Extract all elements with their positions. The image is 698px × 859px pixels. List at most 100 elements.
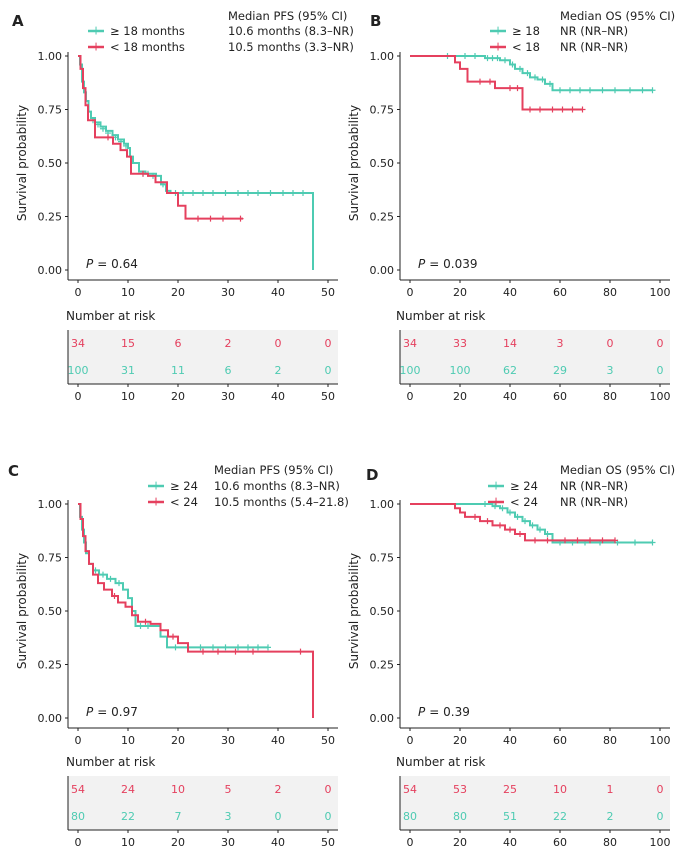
censor-mark — [195, 215, 201, 222]
risk-count: 34 — [403, 337, 417, 350]
censor-mark — [100, 571, 106, 578]
censor-mark — [544, 530, 551, 537]
legend-series-median: NR (NR–NR) — [560, 495, 628, 509]
censor-mark — [137, 622, 144, 629]
x-tick-label: 40 — [503, 734, 517, 747]
censor-mark — [499, 505, 506, 512]
risk-x-tick-label: 80 — [603, 390, 617, 403]
y-tick-label: 0.75 — [370, 552, 395, 565]
risk-count: 0 — [325, 337, 332, 350]
legend-swatch-censor: + — [91, 24, 101, 38]
p-value-text: = 0.64 — [97, 257, 138, 271]
risk-x-tick-label: 20 — [453, 836, 467, 849]
censor-mark — [235, 189, 241, 196]
x-tick-label: 60 — [553, 286, 567, 299]
panel-a: A Median PFS (95% CI) + ≥ 18 months 10.6 mon… — [12, 9, 354, 403]
y-axis-label: Survival probability — [15, 553, 29, 669]
risk-count: 3 — [225, 810, 232, 823]
legend-swatch-censor: + — [91, 40, 101, 54]
km-curve-teal — [410, 503, 653, 544]
legend-series-median: NR (NR–NR) — [560, 479, 628, 493]
p-value: P = 0.39 — [418, 705, 470, 719]
y-tick-label: 1.00 — [38, 50, 63, 63]
legend-series-name: ≥ 18 months — [110, 24, 185, 38]
censor-mark — [579, 106, 586, 113]
risk-x-tick-label: 40 — [503, 390, 517, 403]
censor-mark — [497, 522, 503, 529]
km-curve-teal — [78, 503, 268, 649]
risk-table-background — [400, 330, 670, 384]
x-tick-label: 40 — [271, 286, 285, 299]
censor-mark — [639, 87, 646, 94]
risk-count: 53 — [453, 783, 467, 796]
censor-mark — [477, 78, 483, 85]
risk-table-title: Number at risk — [396, 755, 485, 769]
risk-x-tick-label: 60 — [553, 390, 567, 403]
censor-mark — [232, 648, 239, 655]
x-tick-label: 80 — [603, 734, 617, 747]
x-tick-label: 100 — [650, 734, 671, 747]
risk-count: 0 — [607, 337, 614, 350]
risk-count: 25 — [503, 783, 517, 796]
legend-swatch-censor: + — [151, 495, 161, 509]
x-tick-label: 20 — [171, 286, 185, 299]
censor-mark — [462, 53, 468, 59]
risk-x-tick-label: 0 — [407, 390, 414, 403]
risk-x-tick-label: 80 — [603, 836, 617, 849]
censor-mark — [267, 189, 274, 196]
legend-title: Median PFS (95% CI) — [214, 463, 333, 477]
censor-mark — [599, 537, 606, 544]
risk-count: 3 — [607, 364, 614, 377]
censor-mark — [105, 134, 111, 141]
censor-mark — [494, 55, 501, 62]
censor-mark — [210, 644, 216, 651]
legend-series-name: < 18 months — [110, 40, 185, 54]
y-tick-label: 0.00 — [370, 712, 395, 725]
x-tick-label: 0 — [407, 734, 414, 747]
y-tick-label: 0.75 — [38, 104, 63, 117]
risk-count: 34 — [71, 337, 85, 350]
censor-mark — [190, 189, 196, 196]
censor-mark — [559, 106, 566, 113]
x-tick-label: 40 — [503, 286, 517, 299]
risk-x-tick-label: 50 — [321, 836, 335, 849]
censor-mark — [482, 501, 488, 507]
x-tick-label: 20 — [171, 734, 185, 747]
risk-table-title: Number at risk — [66, 755, 155, 769]
censor-mark — [612, 537, 618, 544]
risk-count: 2 — [275, 364, 282, 377]
risk-count: 33 — [453, 337, 467, 350]
p-symbol: P — [418, 705, 426, 719]
risk-count: 0 — [325, 783, 332, 796]
legend-series-name: ≥ 18 — [512, 24, 540, 38]
risk-count: 0 — [657, 783, 664, 796]
censor-mark — [472, 513, 478, 520]
censor-mark — [562, 537, 568, 544]
risk-count: 10 — [171, 783, 185, 796]
risk-count: 5 — [225, 783, 232, 796]
risk-table-background — [68, 330, 338, 384]
panel-letter: B — [370, 12, 381, 30]
km-curve-teal — [410, 55, 653, 92]
censor-mark — [200, 189, 206, 196]
risk-count: 100 — [450, 364, 471, 377]
risk-count: 54 — [71, 783, 85, 796]
censor-mark — [220, 215, 226, 222]
censor-mark — [539, 76, 546, 83]
censor-mark — [142, 618, 149, 625]
censor-mark — [111, 593, 118, 600]
censor-mark — [197, 644, 204, 651]
risk-count: 6 — [175, 337, 182, 350]
legend-series-name: < 24 — [510, 495, 538, 509]
panel-letter: D — [366, 466, 378, 484]
censor-mark — [235, 644, 241, 651]
y-tick-label: 0.00 — [38, 712, 63, 725]
risk-count: 51 — [503, 810, 517, 823]
censor-mark — [544, 537, 551, 544]
censor-mark — [567, 87, 573, 94]
censor-mark — [627, 87, 633, 94]
censor-mark — [547, 80, 553, 87]
censor-mark — [250, 648, 256, 655]
censor-mark — [300, 189, 306, 196]
risk-x-tick-label: 20 — [171, 390, 185, 403]
